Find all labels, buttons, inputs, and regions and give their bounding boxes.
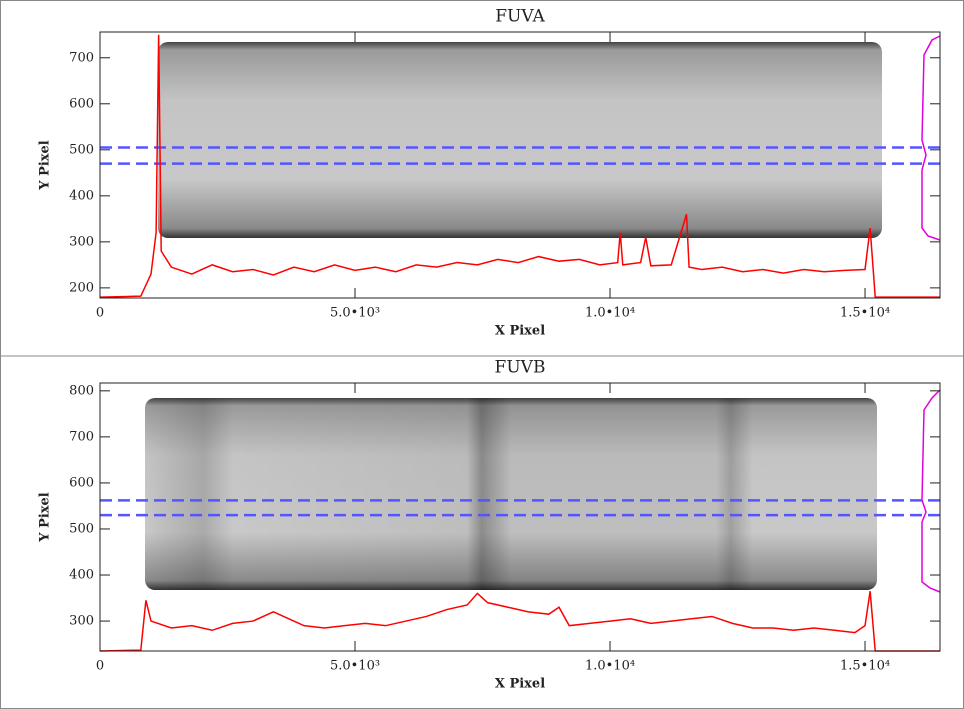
y-tick-label: 700 <box>69 50 94 65</box>
y-tick-label: 200 <box>69 280 94 295</box>
y-tick-label: 600 <box>69 96 94 111</box>
y-tick-label: 500 <box>69 521 94 536</box>
x-axis-label: X Pixel <box>495 324 545 339</box>
axes-box <box>99 382 941 652</box>
x-tick-label: 1.5•10⁴ <box>840 659 890 674</box>
y-axis-label: Y Pixel <box>38 140 53 191</box>
profile-line <box>99 34 940 298</box>
y-tick-label: 400 <box>69 568 94 583</box>
y-tick-label: 700 <box>69 429 94 444</box>
y-tick-label: 500 <box>69 142 94 157</box>
x-tick-label: 1.0•10⁴ <box>585 659 635 674</box>
y-tick-label: 600 <box>69 475 94 490</box>
y-profile <box>921 35 941 241</box>
chart-title: FUVB <box>495 358 546 378</box>
y-axis-label: Y Pixel <box>38 492 53 543</box>
profile-line <box>99 591 940 652</box>
x-tick-label: 0 <box>96 306 104 321</box>
axes-box <box>99 31 941 299</box>
x-tick-label: 5.0•10³ <box>330 306 380 321</box>
detector-bands <box>145 398 877 590</box>
y-tick-label: 300 <box>69 614 94 629</box>
y-profile <box>921 389 941 593</box>
chart-title: FUVA <box>495 7 545 27</box>
y-tick-label: 800 <box>69 383 94 398</box>
y-tick-label: 300 <box>69 234 94 249</box>
x-tick-label: 1.5•10⁴ <box>840 306 890 321</box>
x-tick-label: 5.0•10³ <box>330 659 380 674</box>
detector-image <box>158 42 882 238</box>
x-axis-label: X Pixel <box>495 677 545 692</box>
y-tick-label: 400 <box>69 188 94 203</box>
x-tick-label: 1.0•10⁴ <box>585 306 635 321</box>
x-tick-label: 0 <box>96 659 104 674</box>
